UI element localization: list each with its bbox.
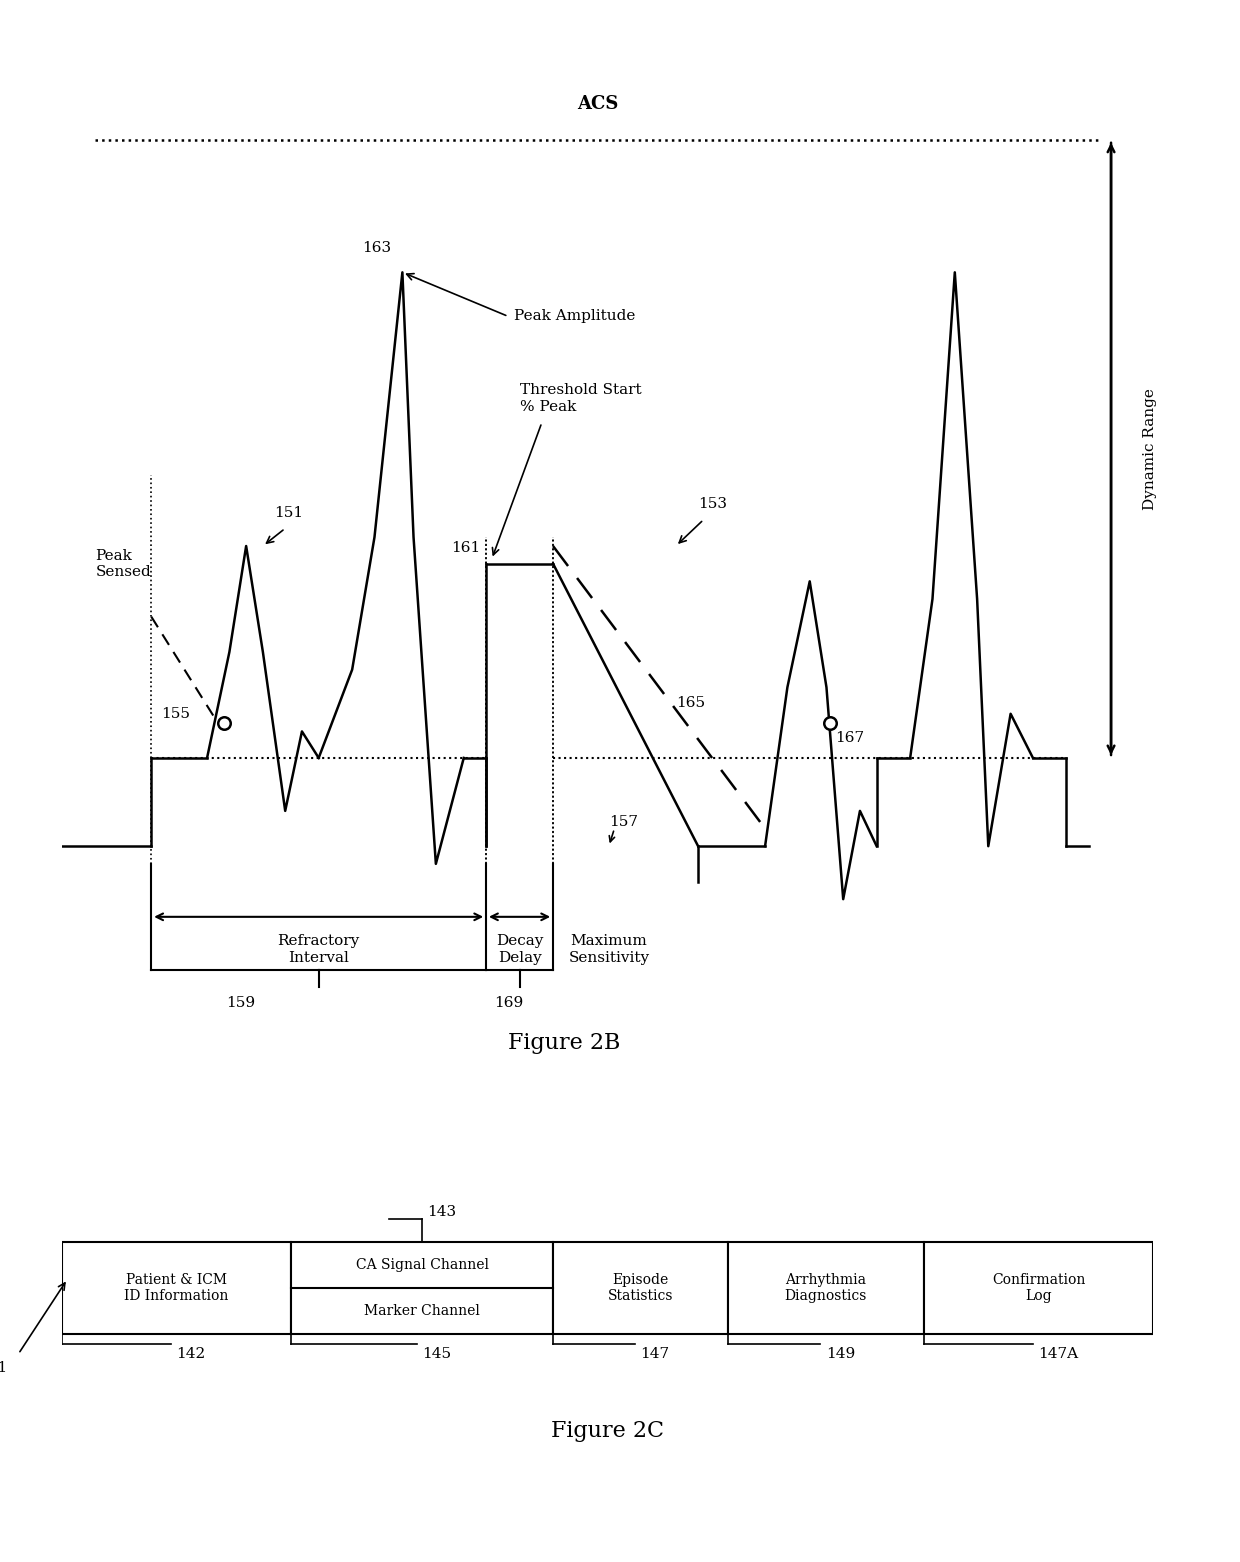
Text: Episode
Statistics: Episode Statistics <box>608 1273 673 1303</box>
Text: 163: 163 <box>362 241 392 255</box>
Bar <box>924 1242 1153 1334</box>
Bar <box>62 1242 291 1334</box>
Text: Peak
Sensed: Peak Sensed <box>95 548 151 580</box>
Text: Marker Channel: Marker Channel <box>365 1304 480 1318</box>
Text: 143: 143 <box>428 1206 456 1220</box>
Text: 147: 147 <box>640 1348 670 1362</box>
Text: 159: 159 <box>226 997 255 1011</box>
Bar <box>728 1242 924 1334</box>
Text: 161: 161 <box>451 540 481 555</box>
Text: Refractory
Interval: Refractory Interval <box>278 934 360 965</box>
Text: 169: 169 <box>494 997 523 1011</box>
Text: 147A: 147A <box>1039 1348 1079 1362</box>
Text: 155: 155 <box>161 706 191 720</box>
Text: Threshold Start
% Peak: Threshold Start % Peak <box>520 383 641 414</box>
Bar <box>553 1242 728 1334</box>
Text: Confirmation
Log: Confirmation Log <box>992 1273 1085 1303</box>
Text: 165: 165 <box>676 697 704 711</box>
Text: 141: 141 <box>0 1361 7 1375</box>
Text: 153: 153 <box>698 497 727 511</box>
Text: Figure 2C: Figure 2C <box>551 1420 665 1442</box>
Text: Decay
Delay: Decay Delay <box>496 934 543 965</box>
Text: Figure 2B: Figure 2B <box>508 1031 620 1054</box>
Text: Patient & ICM
ID Information: Patient & ICM ID Information <box>124 1273 228 1303</box>
Text: ACS: ACS <box>577 95 619 114</box>
Text: 167: 167 <box>836 731 864 745</box>
Text: 149: 149 <box>826 1348 856 1362</box>
Text: CA Signal Channel: CA Signal Channel <box>356 1259 489 1271</box>
Text: 145: 145 <box>422 1348 451 1362</box>
Bar <box>291 1242 553 1334</box>
Text: 142: 142 <box>176 1348 206 1362</box>
Text: Peak Amplitude: Peak Amplitude <box>515 309 635 323</box>
Text: 157: 157 <box>609 814 637 828</box>
Text: 151: 151 <box>274 506 303 520</box>
Text: Dynamic Range: Dynamic Range <box>1143 387 1157 509</box>
Text: Maximum
Sensitivity: Maximum Sensitivity <box>568 934 650 965</box>
Text: Arrhythmia
Diagnostics: Arrhythmia Diagnostics <box>785 1273 867 1303</box>
